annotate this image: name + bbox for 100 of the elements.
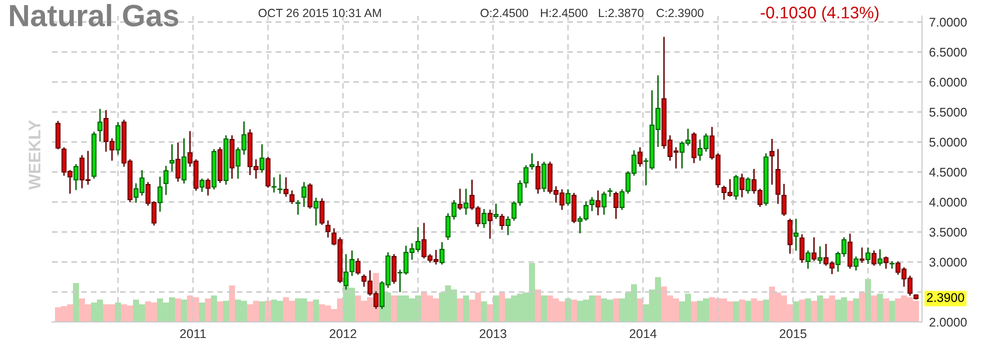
candlestick [313, 198, 319, 226]
x-tick-label: 2011 [180, 329, 206, 338]
candlestick [325, 220, 331, 238]
x-tick-label: 2013 [480, 329, 506, 338]
x-tick-label: 2014 [630, 329, 657, 338]
candlestick [181, 138, 187, 184]
bar [853, 298, 859, 322]
candlestick [529, 153, 535, 170]
x-tick-label: 2015 [780, 329, 806, 338]
y-tick-label: 3.5000 [929, 228, 967, 237]
bar [457, 298, 463, 322]
candlestick [739, 174, 745, 198]
bar [229, 285, 235, 322]
candlestick [541, 162, 547, 192]
candlestick [853, 256, 859, 270]
annotation: 2.3900 [926, 293, 964, 302]
x-tick-label: 2012 [330, 329, 356, 338]
bar [799, 300, 805, 322]
candlestick [271, 177, 277, 192]
bar [817, 295, 823, 322]
bar [871, 295, 877, 322]
candlestick [787, 218, 793, 254]
bar [793, 301, 799, 322]
candlestick [157, 176, 163, 212]
bar [493, 295, 499, 322]
candlestick [565, 189, 571, 206]
annotation: L:2.3870 [598, 8, 644, 18]
bar [73, 283, 79, 322]
bar [541, 295, 547, 322]
candlestick [463, 188, 469, 215]
bar [175, 298, 181, 322]
candlestick [499, 214, 505, 230]
candlestick [601, 192, 607, 215]
candlestick [637, 147, 643, 167]
candlestick [535, 161, 541, 194]
candlestick [97, 108, 103, 142]
candlestick [847, 234, 853, 269]
bar [613, 298, 619, 322]
candlestick [169, 144, 175, 172]
chart-title: Natural Gas [10, 4, 178, 26]
candlestick [73, 164, 79, 190]
annotation: -0.1030 (4.13%) [760, 6, 878, 22]
bar [877, 294, 883, 322]
y-tick-label: 6.0000 [930, 78, 967, 87]
candlestick [595, 190, 601, 216]
bar [211, 295, 217, 322]
candlestick [793, 218, 799, 251]
candlestick [877, 249, 883, 266]
candlestick [487, 210, 493, 239]
bar [205, 298, 211, 322]
candlestick [805, 250, 811, 269]
candlestick [319, 198, 325, 225]
bar [391, 295, 397, 322]
candlestick [505, 216, 511, 236]
candlestick [613, 192, 619, 219]
annotation: O:2.4500 [480, 8, 528, 18]
candlestick [817, 246, 823, 264]
candlestick [493, 204, 499, 219]
bar [487, 304, 493, 322]
candlestick [283, 177, 289, 197]
annotation: H:2.4500 [540, 8, 588, 18]
y-tick-label: 4.5000 [929, 168, 967, 177]
candlestick [691, 132, 697, 164]
candlestick [871, 250, 877, 266]
candlestick [883, 256, 889, 269]
candlestick [199, 178, 205, 192]
bar [745, 300, 751, 322]
candlestick [733, 174, 739, 200]
annotation: C:2.3900 [656, 8, 704, 18]
y-tick-label: 5.5000 [929, 108, 967, 117]
bar [847, 300, 853, 322]
y-tick-label: 7.0000 [930, 18, 967, 27]
bar [733, 301, 739, 322]
candlestick [865, 248, 871, 264]
candlestick [781, 184, 787, 216]
y-tick-label: 4.0000 [929, 198, 967, 207]
bar [859, 292, 865, 322]
candlestick [163, 166, 169, 195]
candlestick [307, 183, 313, 209]
candlestick [769, 138, 775, 185]
bar [199, 302, 205, 322]
bar [811, 300, 817, 322]
candlestick [457, 188, 463, 210]
y-tick-label: 6.5000 [930, 48, 967, 57]
y-tick-label: 2.0000 [930, 318, 967, 327]
bar [805, 298, 811, 322]
bar [217, 301, 223, 322]
candlestick [205, 178, 211, 196]
candlestick [277, 174, 283, 194]
chart-subtitle: OCT 26 2015 10:31 AM [258, 8, 381, 18]
candlestick [439, 242, 445, 264]
bar [463, 295, 469, 322]
candlestick [811, 237, 817, 261]
bar [259, 301, 265, 322]
bar [499, 292, 505, 322]
bar [181, 300, 187, 322]
candlestick [289, 190, 295, 204]
bar [637, 298, 643, 322]
candlestick [295, 200, 301, 215]
y-tick-label: 3.0000 [929, 258, 967, 267]
